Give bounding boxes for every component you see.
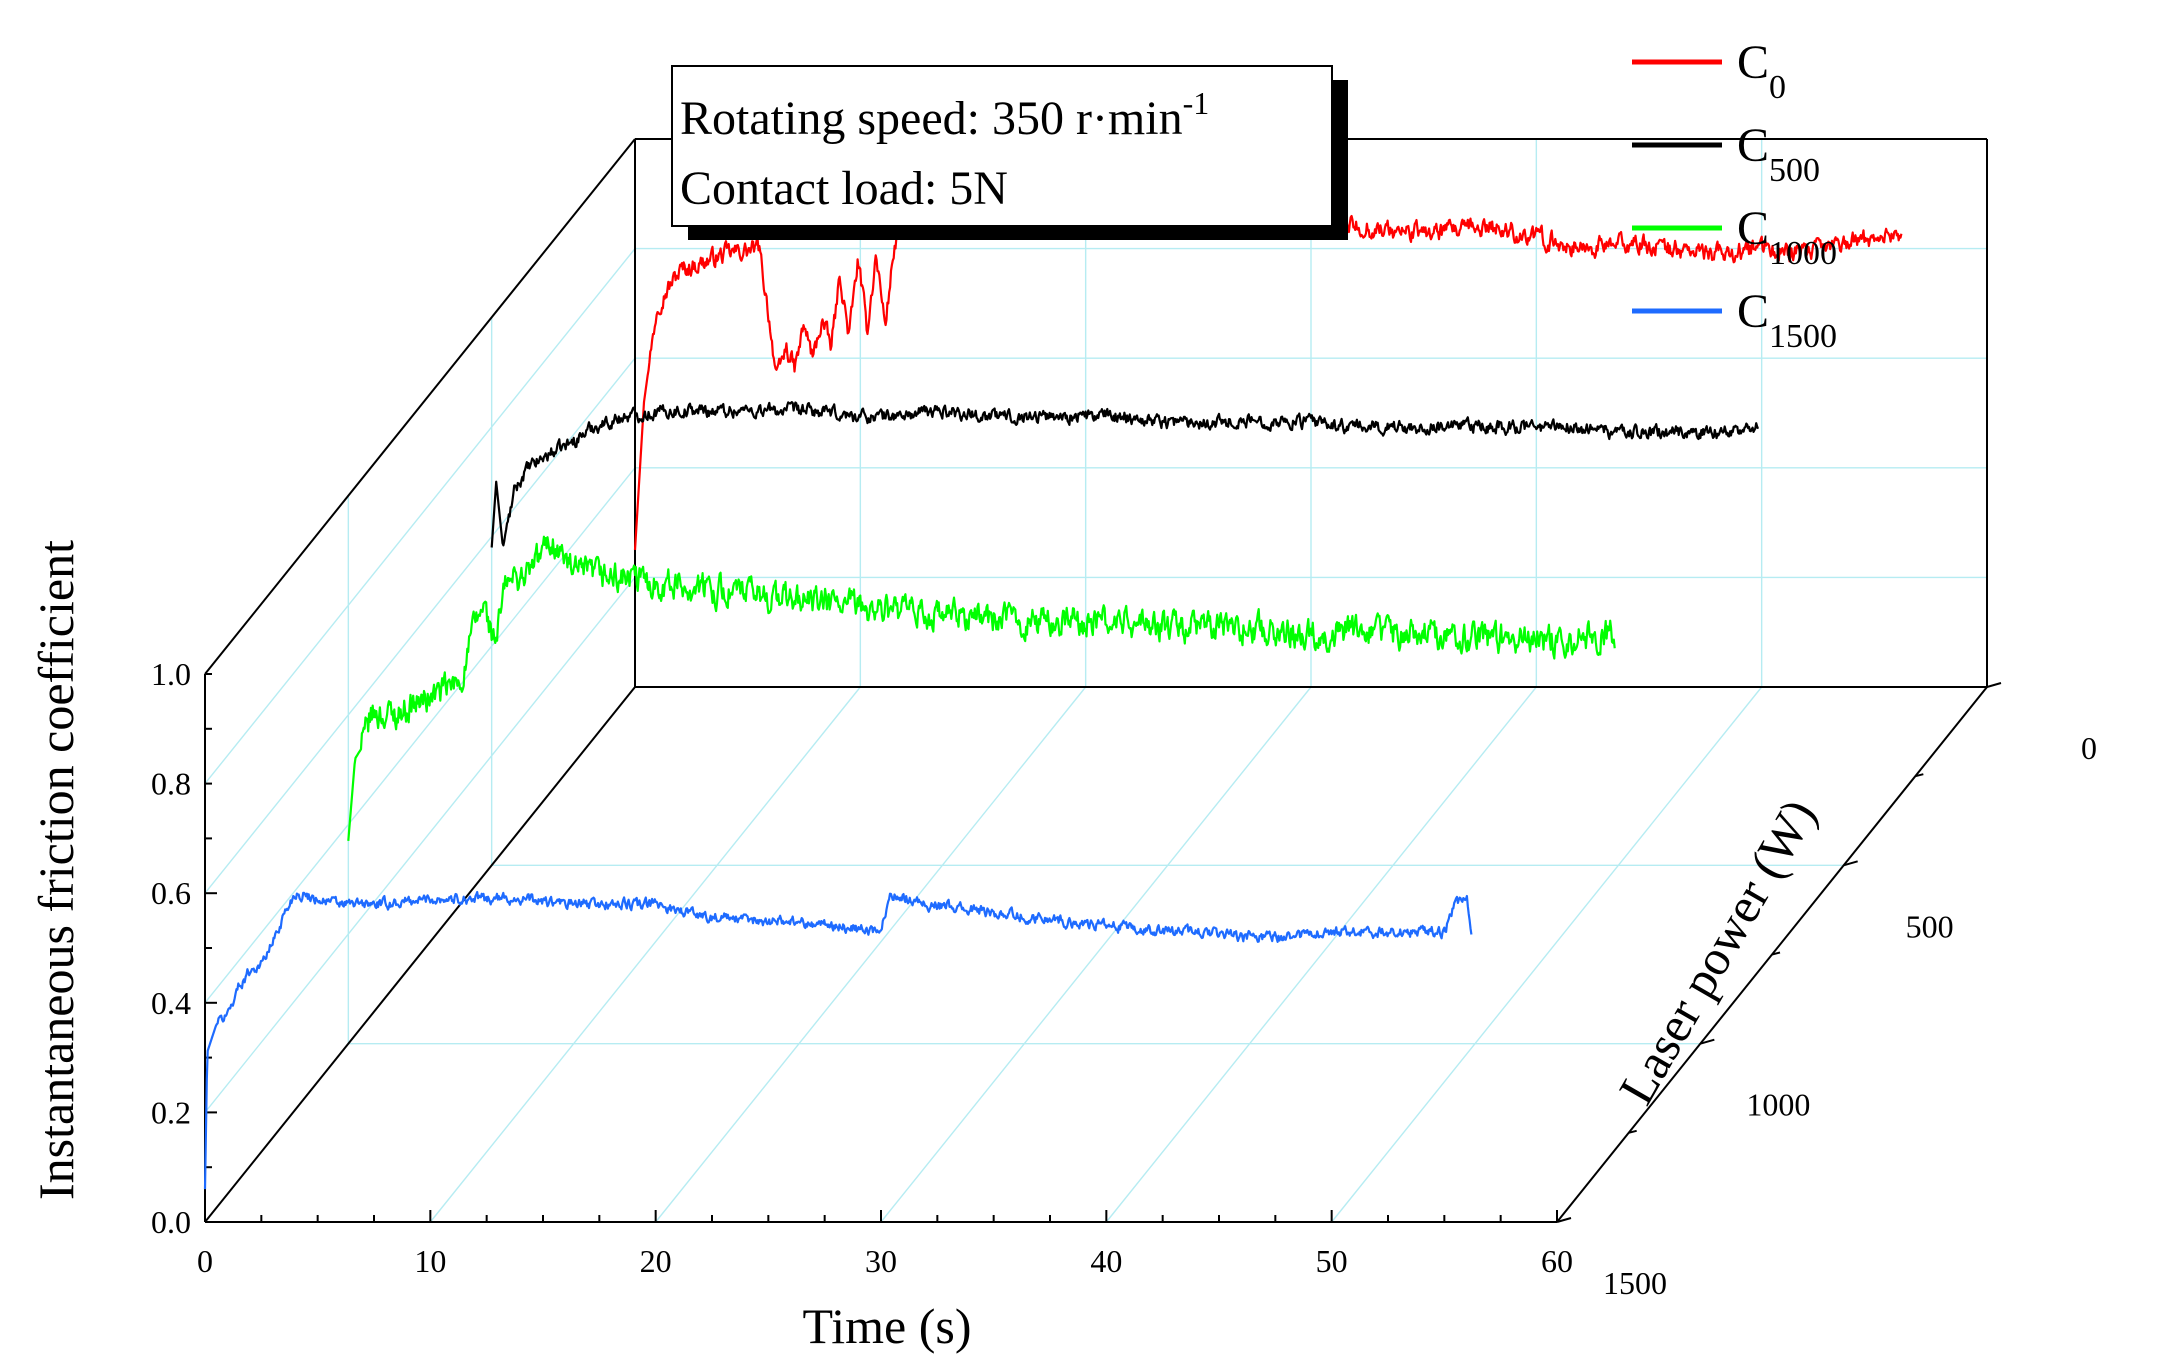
y-tick [1915,773,1924,778]
grid-left-diagonal [204,576,636,1113]
grid-floor-diagonal [880,686,1312,1223]
z-axis-title: Instantaneous friction coefficient [28,540,84,1200]
edge-left-bottom [204,686,636,1223]
z-tick-label: 0.0 [151,1204,191,1240]
annotation-box: Rotating speed: 350 r·min-1 Contact load… [671,65,1348,240]
y-tick [1843,860,1858,867]
legend-label-c500: C500 [1737,119,1820,189]
edge-left-top [204,138,636,675]
z-tick-label: 1.0 [151,656,191,692]
grid-floor-diagonal [1105,686,1537,1223]
x-tick-label: 50 [1316,1243,1348,1279]
x-axis-title: Time (s) [802,1298,971,1354]
y-tick [1700,1038,1715,1045]
annotation-line-1: Rotating speed: 350 r·min-1 [680,85,1209,145]
x-tick-label: 40 [1090,1243,1122,1279]
legend-label-sub: 1500 [1769,318,1837,355]
legend-label-main: C [1737,119,1769,172]
annotation-frame [671,65,1333,227]
x-tick-label: 10 [414,1243,446,1279]
x-tick-label: 20 [640,1243,672,1279]
annotation-line-1-main: Rotating speed: 350 r·min [680,92,1183,145]
legend-label-c1500: C1500 [1737,285,1837,355]
series-line-c1000 [347,535,1616,841]
y-tick [1556,1217,1572,1223]
z-tick-label: 0.4 [151,985,191,1021]
series-line-c1500 [203,890,1473,1190]
z-tick-label: 0.8 [151,766,191,802]
y-tick-label: 1000 [1746,1087,1810,1123]
y-tick-label: 1500 [1603,1265,1667,1301]
y-tick [1771,951,1781,956]
y-tick [1628,1129,1637,1134]
series-line-c500 [490,401,1760,548]
legend-label-c1000: C1000 [1737,202,1837,272]
grid-floor-diagonal [429,686,861,1223]
annotation-line-2: Contact load: 5N [680,162,1008,215]
z-tick-label: 0.6 [151,875,191,911]
grid-left-diagonal [204,357,636,894]
grid-left-diagonal [204,248,636,785]
y-tick [1986,682,2002,688]
axes-layer: 0 10 20 30 40 50 60 0.0 0.2 0.4 0.6 0.8 1.0 0 500 1000 1… [151,138,2097,1301]
legend-label-main: C [1737,36,1769,89]
legend-label-main: C [1737,285,1769,338]
legend-label-sub: 1000 [1769,235,1837,272]
y-tick-label: 0 [2081,730,2097,766]
grid-floor-diagonal [655,686,1087,1223]
x-tick-label: 0 [197,1243,213,1279]
y-tick-label: 500 [1906,908,1954,944]
legend-label-sub: 0 [1769,69,1786,106]
grid-layer [204,139,1987,1223]
annotation-line-1-sup: -1 [1183,85,1210,121]
grid-left-diagonal [204,467,636,1004]
legend-label-sub: 500 [1769,152,1820,189]
z-tick-label: 0.2 [151,1094,191,1130]
grid-floor-diagonal [1331,686,1763,1223]
x-tick-label: 60 [1541,1243,1573,1279]
legend-label-c0: C0 [1737,36,1786,106]
legend-label-main: C [1737,202,1769,255]
x-tick-label: 30 [865,1243,897,1279]
